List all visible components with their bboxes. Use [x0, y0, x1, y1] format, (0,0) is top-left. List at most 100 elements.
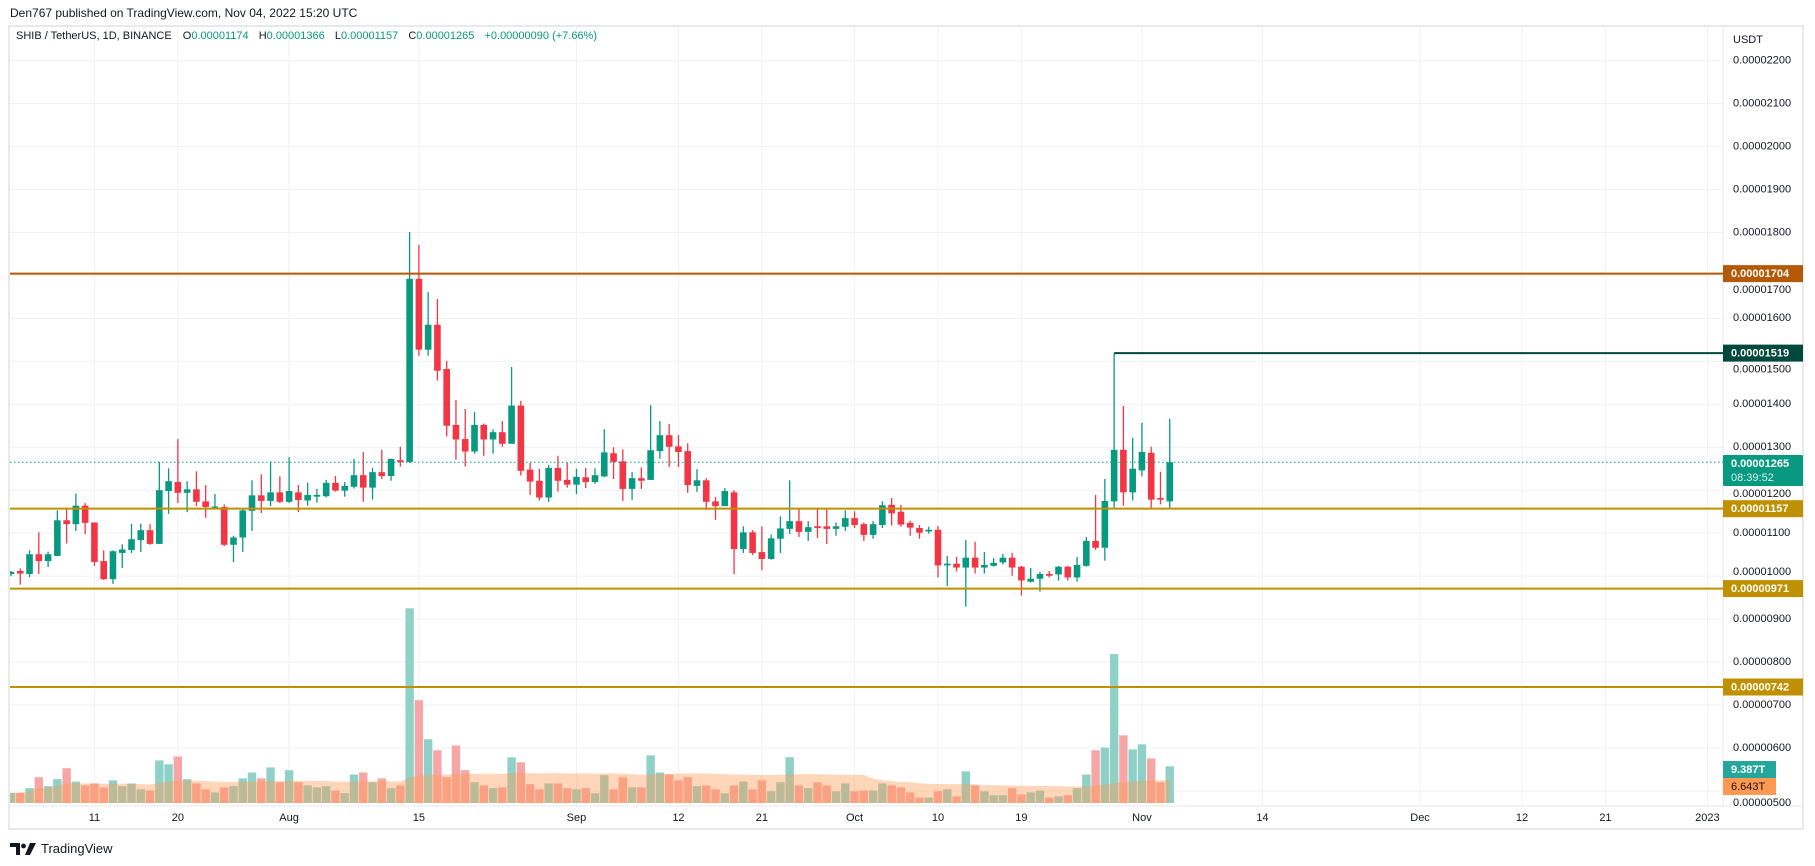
volume-bar — [674, 780, 683, 803]
candle — [63, 507, 70, 544]
volume-bar — [1007, 788, 1017, 803]
candle-body — [146, 530, 154, 544]
volume-bar — [238, 778, 247, 803]
volume-bar — [16, 792, 25, 803]
candle — [656, 421, 664, 459]
volume-bars — [10, 608, 1174, 803]
horizontal-levels[interactable] — [10, 272, 1723, 689]
candle-body — [869, 524, 877, 535]
candle — [26, 550, 33, 577]
candle — [276, 476, 284, 504]
volume-bar — [461, 770, 470, 803]
level-marker-bg — [1723, 580, 1803, 598]
candle — [1008, 552, 1016, 576]
volume-bar — [785, 757, 794, 803]
candle — [378, 449, 386, 480]
candle — [322, 479, 330, 498]
candle-body — [832, 526, 840, 529]
price-tick-label: 0.00001500 — [1733, 364, 1791, 376]
candle-body — [1055, 566, 1062, 575]
level-marker-bg — [1723, 678, 1803, 696]
volume-bar — [247, 772, 257, 803]
price-tick-label: 0.00001100 — [1733, 527, 1790, 539]
level-marker-bg — [1723, 344, 1803, 362]
level-label: 0.00001157 — [1731, 503, 1789, 515]
volume-bar — [210, 792, 220, 803]
volume-bar — [757, 780, 767, 803]
volume-bar — [702, 785, 711, 803]
price-axis[interactable]: USDT 0.00002200 0.00002100 0.00002000 0.000… — [1733, 34, 1791, 809]
volume-bar — [303, 785, 312, 803]
volume-bar — [368, 782, 377, 803]
candle-body — [26, 554, 33, 574]
price-tick-label: 0.00001800 — [1733, 226, 1791, 238]
time-tick-label: 12 — [1516, 812, 1528, 824]
volume-bar — [312, 787, 322, 803]
price-tick-label: 0.00002100 — [1733, 97, 1791, 109]
candle-body — [128, 539, 135, 550]
candle — [906, 520, 914, 536]
volume-bar — [618, 777, 628, 803]
candle — [332, 476, 339, 492]
candle-body — [489, 432, 497, 440]
level-label: 0.00000742 — [1731, 681, 1789, 693]
volume-bar — [442, 777, 451, 803]
chart-frame — [8, 25, 1804, 830]
volume-bar — [563, 788, 572, 803]
candle-body — [600, 452, 608, 477]
volume-bar — [53, 779, 62, 803]
candle — [471, 411, 478, 454]
price-tick-label: 0.00002200 — [1733, 54, 1791, 66]
volume-bar — [553, 783, 563, 803]
candle — [832, 522, 840, 536]
candle — [526, 462, 534, 495]
volume-bar — [80, 785, 90, 803]
volume-bar — [1063, 795, 1072, 803]
candle-body — [545, 467, 552, 498]
candle — [675, 435, 682, 467]
volume-bar — [201, 789, 210, 803]
candle-body — [934, 529, 942, 566]
candle — [313, 488, 321, 503]
candle-body — [499, 432, 506, 444]
candle-body — [1008, 557, 1016, 568]
volume-bar — [998, 795, 1008, 803]
volume-last-label: 9.387T — [1731, 764, 1766, 776]
candle-body — [137, 530, 145, 541]
price-tick-label: 0.00001000 — [1733, 566, 1791, 578]
volume-bar — [136, 789, 145, 803]
candle — [943, 555, 951, 587]
candle-body — [1129, 468, 1136, 493]
level-label: 0.00001704 — [1731, 268, 1790, 280]
volume-bar — [488, 788, 498, 803]
candle — [415, 244, 423, 356]
candle-body — [359, 475, 367, 488]
candle — [72, 493, 80, 532]
footer-brand[interactable]: TradingView — [10, 841, 113, 856]
candle — [304, 482, 311, 506]
price-tick-label: 0.00000700 — [1733, 699, 1791, 711]
candle — [489, 429, 497, 454]
time-axis[interactable]: 11 20 Aug 15 Sep 12 21 Oct 10 19 Nov 14 Dec 12 21 2023 — [89, 812, 1720, 824]
close-value: 0.00001265 — [416, 30, 475, 42]
volume-bar — [284, 770, 294, 803]
volume-last-marker: 9.387T — [1723, 761, 1776, 778]
candle-body — [397, 460, 404, 462]
candle-body — [10, 571, 15, 574]
candle-body — [285, 491, 293, 502]
candle-body — [193, 489, 200, 502]
volume-bar — [896, 787, 906, 803]
candle-body — [35, 554, 43, 562]
candle-body — [1018, 566, 1025, 581]
price-tick-label: 0.00001600 — [1733, 312, 1791, 324]
candle-body — [554, 467, 562, 481]
plot-area[interactable] — [7, 231, 1723, 803]
time-tick-label: 10 — [932, 812, 944, 824]
candle — [443, 360, 450, 437]
volume-bar — [980, 791, 989, 803]
volume-bar — [479, 785, 488, 803]
symbol-title[interactable]: SHIB / TetherUS, 1D, BINANCE — [16, 30, 172, 42]
volume-bar — [794, 785, 804, 803]
volume-bar — [257, 778, 266, 803]
